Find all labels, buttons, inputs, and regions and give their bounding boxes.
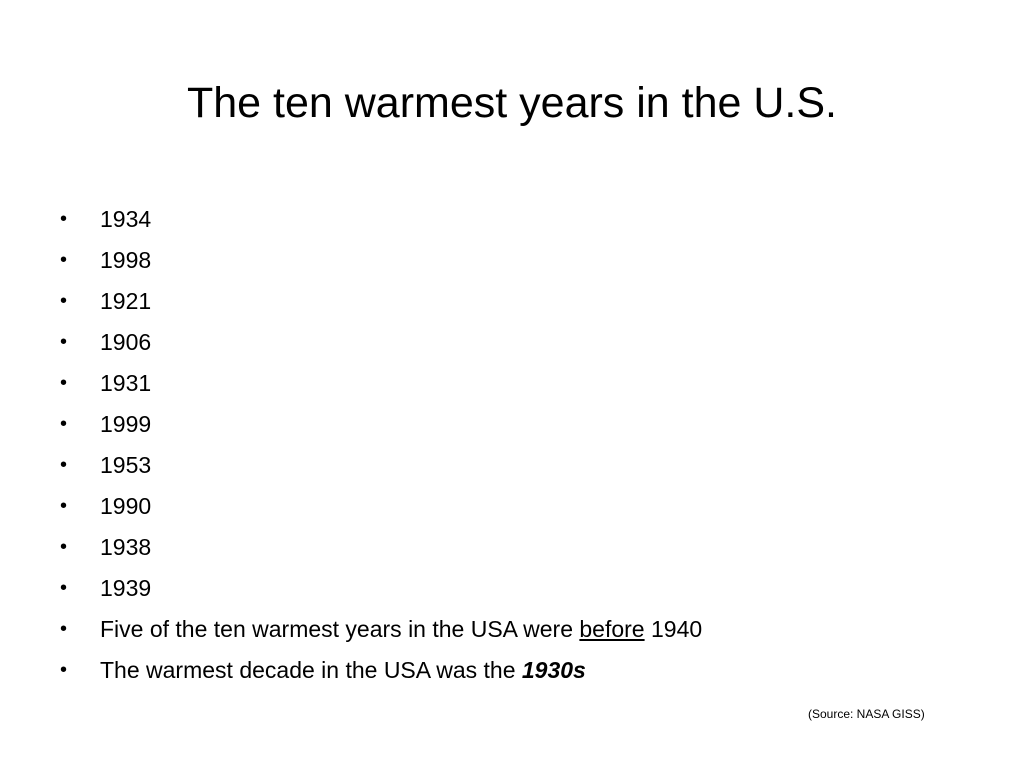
note-text: The warmest decade in the USA was the 19…: [100, 650, 586, 691]
note-text: Five of the ten warmest years in the USA…: [100, 609, 702, 650]
bullet-icon: •: [60, 372, 68, 394]
bullet-icon: •: [60, 454, 68, 476]
source-citation: (Source: NASA GISS): [808, 707, 925, 721]
bullet-icon: •: [60, 413, 68, 435]
bold-italic-emphasis: 1930s: [521, 657, 586, 683]
note-text-start: Five of the ten warmest years in the USA…: [100, 616, 580, 642]
year-text: 1939: [100, 575, 152, 601]
year-text: 1931: [100, 370, 152, 396]
bullet-icon: •: [60, 536, 68, 558]
note-text-start: The warmest decade in the USA was the: [100, 657, 522, 683]
bullet-icon: •: [60, 495, 68, 517]
year-text: 1921: [100, 288, 152, 314]
slide-title: The ten warmest years in the U.S.: [186, 79, 838, 127]
underlined-emphasis: before: [579, 616, 645, 642]
bullet-icon: •: [60, 577, 68, 599]
bullet-icon: •: [60, 618, 68, 640]
note-text-end: 1940: [644, 616, 703, 642]
year-text: 1999: [100, 411, 152, 437]
bullet-icon: •: [60, 659, 68, 681]
year-text: 1998: [100, 247, 152, 273]
bullet-icon: •: [60, 249, 68, 271]
bullet-icon: •: [60, 331, 68, 353]
bullet-icon: •: [60, 290, 68, 312]
year-text: 1906: [100, 329, 152, 355]
year-text: 1934: [100, 206, 152, 232]
bullet-icon: •: [60, 208, 68, 230]
year-text: 1938: [100, 534, 152, 560]
year-text: 1990: [100, 493, 152, 519]
year-text: 1953: [100, 452, 152, 478]
